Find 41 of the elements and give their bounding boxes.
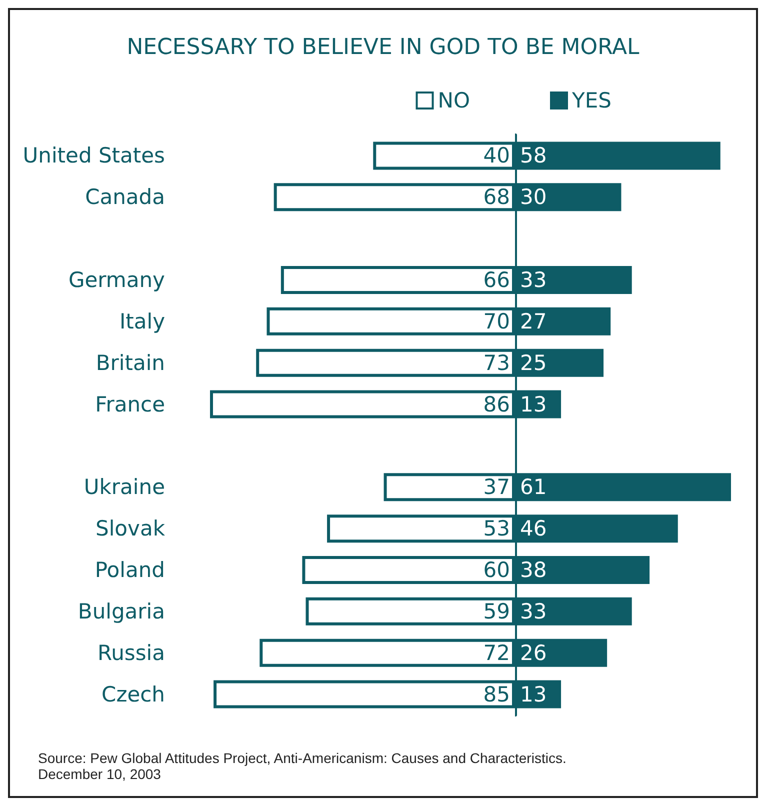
data-label: 38 xyxy=(520,558,547,582)
y-tick-label: Czech xyxy=(102,682,165,706)
data-label: 72 xyxy=(483,640,510,665)
y-tick-label: Canada xyxy=(85,185,165,210)
data-label: 40 xyxy=(483,144,510,168)
y-tick-label: Britain xyxy=(96,350,165,375)
data-label: 73 xyxy=(483,350,510,375)
data-label: 86 xyxy=(483,392,510,416)
y-tick-label: Bulgaria xyxy=(78,599,165,624)
y-tick-label: Russia xyxy=(97,640,165,665)
y-tick-label: Italy xyxy=(119,309,165,334)
legend-label: NO xyxy=(438,88,470,112)
data-label: 61 xyxy=(520,475,547,500)
data-label: 13 xyxy=(520,392,547,416)
y-tick-label: France xyxy=(95,392,165,416)
data-label: 68 xyxy=(483,185,510,210)
data-label: 30 xyxy=(520,185,547,210)
data-label: 26 xyxy=(520,640,547,665)
data-label: 33 xyxy=(520,268,547,292)
data-label: 58 xyxy=(520,144,547,168)
source-note: Source: Pew Global Attitudes Project, Anti-Americanism: Causes and Characteristics. xyxy=(38,750,566,766)
text: December 10, 2003 xyxy=(38,766,162,782)
chart-title: NECESSARY TO BELIEVE IN GOD TO BE MORAL xyxy=(126,35,640,62)
data-label: 37 xyxy=(483,475,510,500)
data-label: 46 xyxy=(520,516,547,541)
data-label: 27 xyxy=(520,309,547,334)
data-label: 13 xyxy=(520,682,547,706)
data-label: 70 xyxy=(483,309,510,334)
data-label: 25 xyxy=(520,350,547,375)
data-label: 66 xyxy=(483,268,510,292)
data-label: 33 xyxy=(520,599,547,624)
y-tick-label: United States xyxy=(22,144,165,168)
data-label: 60 xyxy=(483,558,510,582)
y-tick-label: Slovak xyxy=(96,516,166,541)
data-label: 59 xyxy=(483,599,510,624)
data-label: 53 xyxy=(483,516,510,541)
data-label: 85 xyxy=(483,682,510,706)
legend-label: YES xyxy=(570,88,612,112)
y-tick-label: Poland xyxy=(94,558,165,582)
y-tick-label: Ukraine xyxy=(84,475,165,500)
y-tick-label: Germany xyxy=(68,268,165,292)
